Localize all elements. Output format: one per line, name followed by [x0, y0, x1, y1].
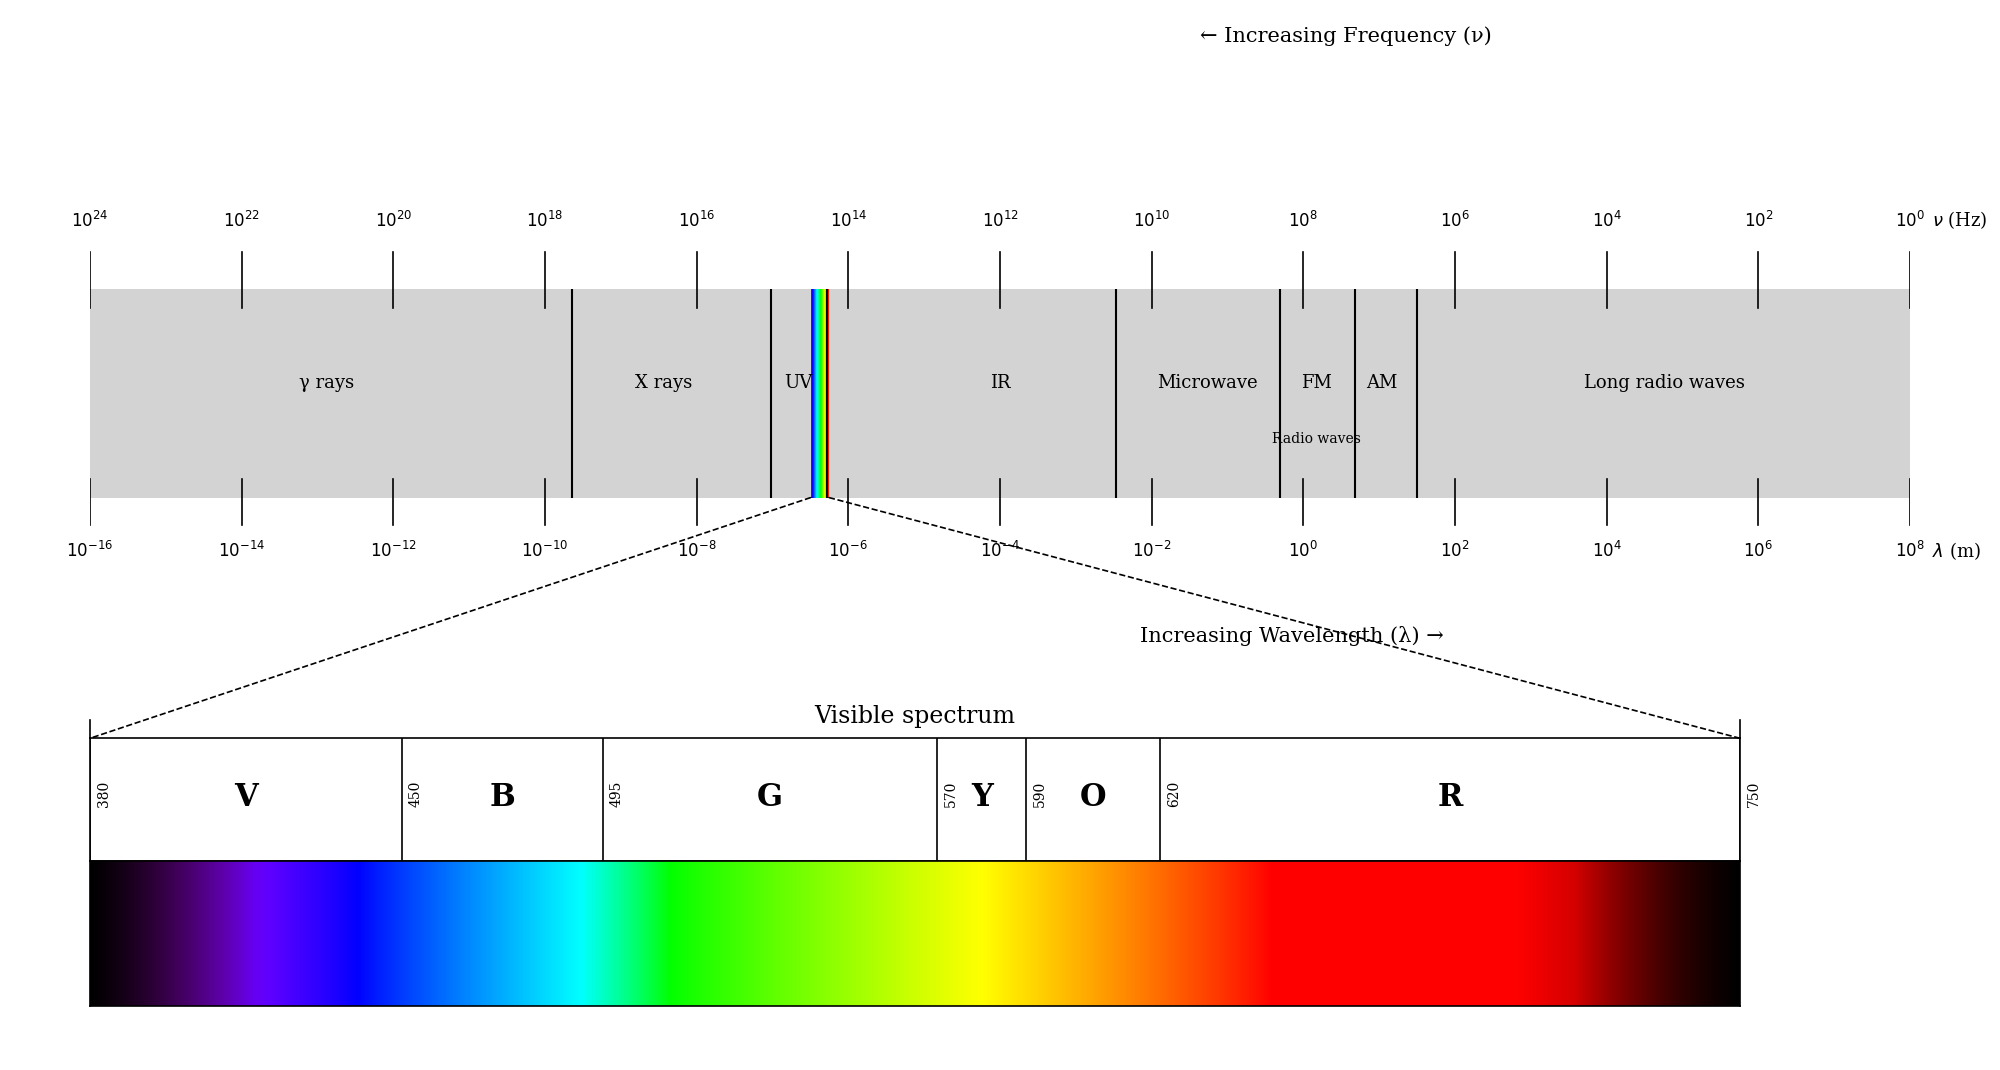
- Text: 495: 495: [610, 780, 624, 807]
- Text: Y: Y: [970, 782, 992, 813]
- Text: $10^{6}$: $10^{6}$: [1440, 211, 1470, 231]
- Text: B: B: [490, 782, 516, 813]
- Text: $10^{4}$: $10^{4}$: [1592, 211, 1622, 231]
- Text: Long radio waves: Long radio waves: [1584, 373, 1744, 392]
- Text: $10^{10}$: $10^{10}$: [1132, 211, 1170, 231]
- Text: 620: 620: [1166, 780, 1180, 807]
- Text: Microwave: Microwave: [1158, 373, 1258, 392]
- Text: $10^{8}$: $10^{8}$: [1288, 211, 1318, 231]
- Text: $10^{20}$: $10^{20}$: [374, 211, 412, 231]
- Text: V: V: [234, 782, 258, 813]
- Text: $10^{6}$: $10^{6}$: [1744, 540, 1774, 561]
- Text: $10^{2}$: $10^{2}$: [1440, 540, 1470, 561]
- Text: Increasing Wavelength (λ) →: Increasing Wavelength (λ) →: [1140, 626, 1444, 646]
- Text: $10^{16}$: $10^{16}$: [678, 211, 716, 231]
- Text: $10^{24}$: $10^{24}$: [72, 211, 108, 231]
- Text: R: R: [1438, 782, 1462, 813]
- Text: FM: FM: [1302, 373, 1332, 392]
- Text: 450: 450: [408, 780, 422, 807]
- Text: $10^{-6}$: $10^{-6}$: [828, 540, 868, 561]
- Text: 590: 590: [1034, 780, 1048, 807]
- Text: $\lambda$ (m): $\lambda$ (m): [1932, 540, 1980, 563]
- Text: 570: 570: [944, 780, 958, 807]
- Text: $10^{-14}$: $10^{-14}$: [218, 540, 266, 561]
- Text: Visible spectrum: Visible spectrum: [814, 705, 1016, 728]
- Text: $10^{12}$: $10^{12}$: [982, 211, 1018, 231]
- Text: O: O: [1080, 782, 1106, 813]
- Text: $10^{0}$: $10^{0}$: [1896, 211, 1924, 231]
- Text: X rays: X rays: [634, 373, 692, 392]
- Text: $10^{4}$: $10^{4}$: [1592, 540, 1622, 561]
- Text: $10^{22}$: $10^{22}$: [224, 211, 260, 231]
- Text: $\nu$ (Hz): $\nu$ (Hz): [1932, 209, 1988, 231]
- Text: $10^{-8}$: $10^{-8}$: [676, 540, 716, 561]
- Text: Radio waves: Radio waves: [1272, 432, 1362, 446]
- Text: $10^{18}$: $10^{18}$: [526, 211, 564, 231]
- Text: $10^{14}$: $10^{14}$: [830, 211, 868, 231]
- Text: $10^{8}$: $10^{8}$: [1896, 540, 1924, 561]
- Text: $10^{2}$: $10^{2}$: [1744, 211, 1774, 231]
- Text: $10^{-10}$: $10^{-10}$: [522, 540, 568, 561]
- Text: 380: 380: [96, 780, 110, 807]
- Text: $10^{0}$: $10^{0}$: [1288, 540, 1318, 561]
- Text: IR: IR: [990, 373, 1010, 392]
- Text: UV: UV: [784, 373, 812, 392]
- Text: $10^{-16}$: $10^{-16}$: [66, 540, 114, 561]
- Text: $10^{-4}$: $10^{-4}$: [980, 540, 1020, 561]
- Text: G: G: [758, 782, 784, 813]
- Text: $10^{-12}$: $10^{-12}$: [370, 540, 416, 561]
- Text: ← Increasing Frequency (ν): ← Increasing Frequency (ν): [1200, 27, 1492, 46]
- Text: $10^{-2}$: $10^{-2}$: [1132, 540, 1172, 561]
- Text: 750: 750: [1746, 780, 1760, 807]
- Text: AM: AM: [1366, 373, 1398, 392]
- Text: γ rays: γ rays: [300, 373, 354, 392]
